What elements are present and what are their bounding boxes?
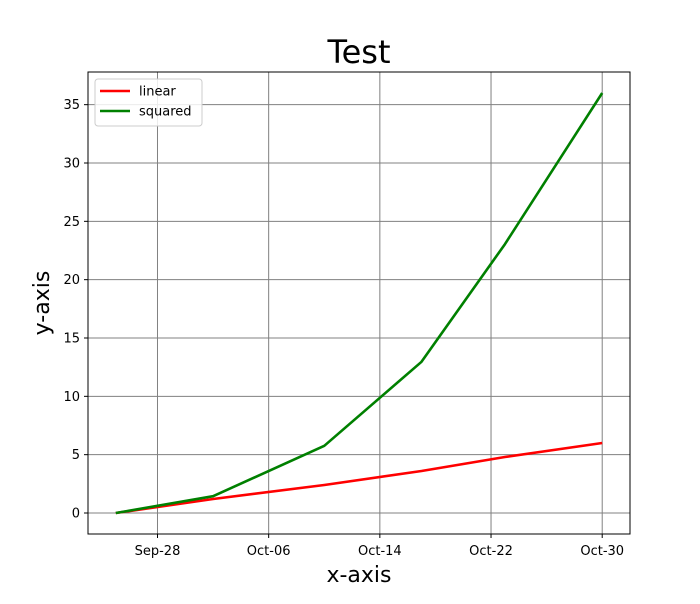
y-tick-label: 20 (63, 273, 80, 288)
x-tick-label: Oct-14 (358, 544, 402, 559)
series-line-linear (115, 441, 603, 515)
series-line-squared (115, 92, 604, 515)
grid (88, 72, 630, 534)
legend-label-squared: squared (139, 105, 192, 120)
y-tick-label: 30 (63, 157, 80, 172)
chart-title: Test (326, 33, 390, 71)
legend: linear squared (94, 78, 203, 127)
x-tick-label: Oct-06 (247, 544, 291, 559)
axis-ticks: Sep-28 Oct-06 Oct-14 Oct-22 Oct-30 0 5 10 15 20 25… (63, 98, 624, 559)
y-tick-label: 15 (63, 332, 80, 347)
plot-frame (87, 71, 631, 535)
y-tick-label: 0 (72, 507, 80, 522)
x-tick-label: Oct-22 (469, 544, 513, 559)
y-tick-label: 35 (63, 98, 80, 113)
y-tick-label: 5 (72, 448, 80, 463)
y-axis-label: y-axis (30, 271, 55, 336)
series-lines (115, 92, 604, 515)
y-tick-label: 10 (63, 390, 80, 405)
x-tick-label: Sep-28 (135, 544, 181, 559)
y-tick-label: 25 (63, 215, 80, 230)
x-axis-label: x-axis (326, 563, 391, 588)
x-tick-label: Oct-30 (580, 544, 624, 559)
legend-label-linear: linear (139, 85, 176, 100)
